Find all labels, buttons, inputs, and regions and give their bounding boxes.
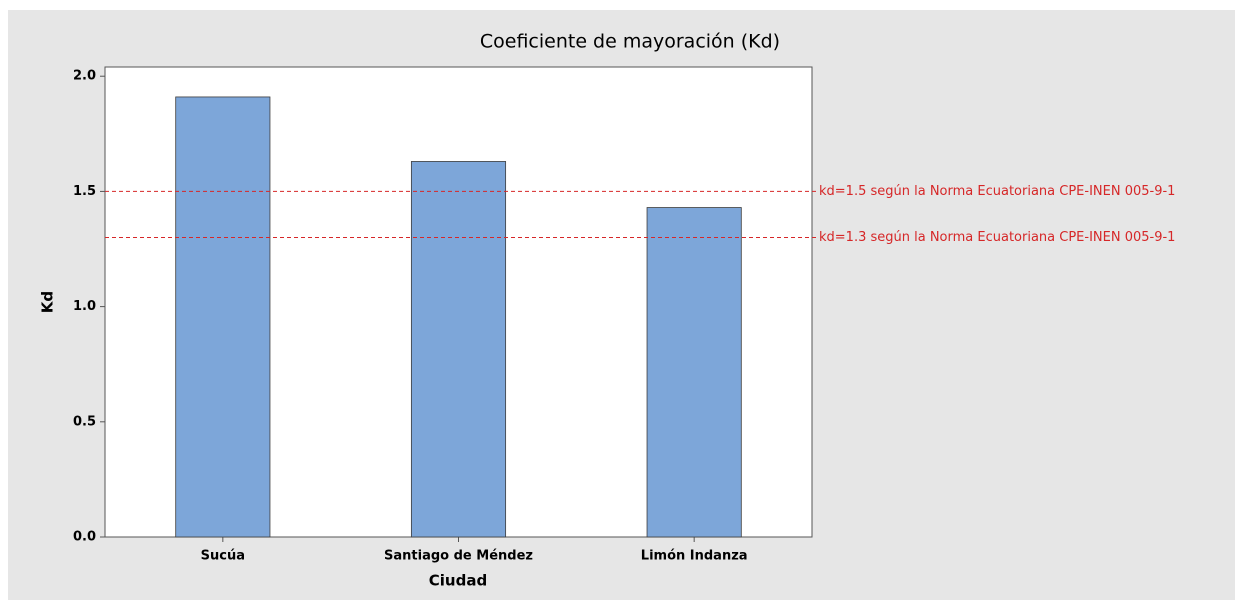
x-axis-label: Ciudad (429, 572, 487, 590)
x-tick-label: Limón Indanza (641, 549, 748, 564)
reference-label: kd=1.3 según la Norma Ecuatoriana CPE-IN… (819, 230, 1175, 245)
reference-label: kd=1.5 según la Norma Ecuatoriana CPE-IN… (819, 184, 1175, 199)
x-tick-label: Santiago de Méndez (384, 549, 533, 564)
y-tick-label: 0.0 (73, 530, 96, 545)
bar (175, 96, 271, 538)
y-tick-label: 1.5 (73, 184, 96, 199)
y-tick-label: 0.5 (73, 414, 96, 429)
bar (646, 207, 742, 538)
x-tick-label: Sucúa (201, 549, 245, 564)
y-axis-label: Kd (39, 291, 57, 313)
y-tick-label: 2.0 (73, 69, 96, 84)
chart-title: Coeficiente de mayoración (Kd) (480, 31, 780, 53)
bar (410, 161, 507, 538)
y-tick-label: 1.0 (73, 299, 96, 314)
